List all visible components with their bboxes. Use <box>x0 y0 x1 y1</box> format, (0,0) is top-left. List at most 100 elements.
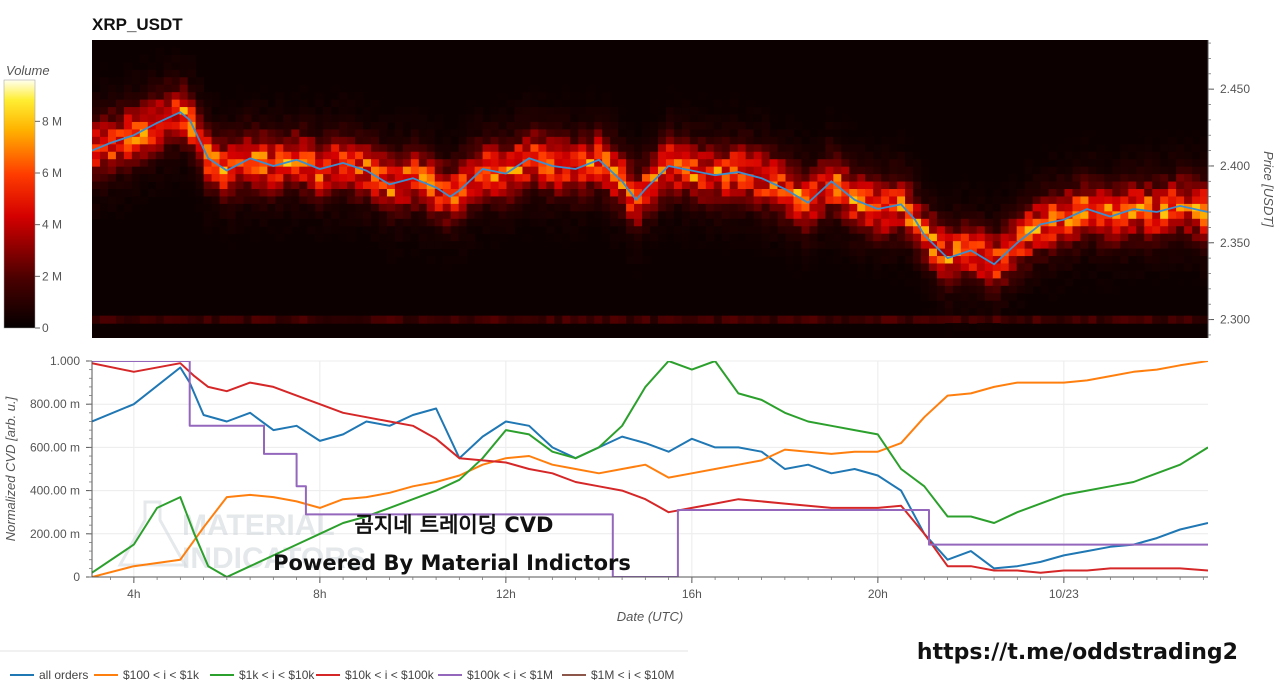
heatmap-cell <box>952 203 962 212</box>
heatmap-cell <box>307 181 316 190</box>
heatmap-cell <box>283 151 292 160</box>
heatmap-cell <box>1160 181 1169 190</box>
heatmap-cell <box>1040 196 1050 205</box>
legend-item[interactable]: $10k < i < $100k <box>345 668 435 682</box>
heatmap-cell <box>586 121 595 130</box>
heatmap-cell <box>905 270 914 279</box>
heatmap-cell <box>275 226 284 235</box>
heatmap-cell <box>681 203 691 212</box>
heatmap-cell <box>418 136 428 145</box>
heatmap-cell <box>665 174 675 183</box>
heatmap-cell <box>115 211 125 220</box>
heatmap-cell <box>929 293 938 302</box>
heatmap-cell <box>450 218 460 227</box>
heatmap-cell <box>402 196 412 205</box>
heatmap-cell <box>578 196 587 205</box>
heatmap-cell <box>123 121 133 130</box>
heatmap-cell <box>921 270 930 279</box>
heatmap-cell <box>721 189 731 198</box>
heatmap-cell <box>1160 203 1169 212</box>
heatmap-cell <box>1200 256 1208 265</box>
heatmap-cell <box>123 181 133 190</box>
heatmap-cell <box>857 174 866 183</box>
heatmap-cell <box>155 84 165 93</box>
heatmap-cell <box>642 218 651 227</box>
heatmap-cell <box>394 159 404 168</box>
heatmap-cell <box>673 203 683 212</box>
heatmap-cell <box>1032 241 1042 250</box>
heatmap-cell <box>1192 159 1201 168</box>
heatmap-cell <box>474 151 484 160</box>
heatmap-cell <box>721 107 731 116</box>
heatmap-cell <box>697 203 707 212</box>
heatmap-cell <box>921 256 930 265</box>
heatmap-cell <box>873 315 882 324</box>
heatmap-cell <box>650 226 659 235</box>
heatmap-cell <box>610 203 619 212</box>
heatmap-cell <box>235 315 245 324</box>
heatmap-cell <box>1184 159 1193 168</box>
heatmap-cell <box>753 315 763 324</box>
heatmap-cell <box>952 278 962 287</box>
heatmap-cell <box>737 114 747 123</box>
heatmap-cell <box>243 189 253 198</box>
heatmap-cell <box>1184 256 1193 265</box>
legend-item[interactable]: $1M < i < $10M <box>591 668 674 682</box>
heatmap-cell <box>578 92 587 101</box>
heatmap-cell <box>809 189 818 198</box>
heatmap-cell <box>506 189 516 198</box>
heatmap-cell <box>92 211 101 220</box>
heatmap-cell <box>171 136 181 145</box>
heatmap-cell <box>163 189 173 198</box>
heatmap-cell <box>833 315 842 324</box>
heatmap-cell <box>1200 196 1208 205</box>
heatmap-cell <box>1048 196 1058 205</box>
heatmap-cell <box>458 151 468 160</box>
heatmap-cell <box>107 92 117 101</box>
heatmap-cell <box>657 189 667 198</box>
heatmap-cell <box>976 181 986 190</box>
heatmap-cell <box>394 203 404 212</box>
heatmap-cell <box>857 211 866 220</box>
heatmap-cell <box>363 151 372 160</box>
heatmap-cell <box>466 144 476 153</box>
heatmap-cell <box>849 203 858 212</box>
heatmap-cell <box>450 144 460 153</box>
heatmap-cell <box>498 136 508 145</box>
heatmap-cell <box>187 69 197 78</box>
heatmap-cell <box>171 77 181 86</box>
heatmap-cell <box>339 136 348 145</box>
legend-item[interactable]: $100 < i < $1k <box>123 668 200 682</box>
heatmap-cell <box>650 218 659 227</box>
heatmap-cell <box>921 293 930 302</box>
heatmap-cell <box>227 203 237 212</box>
legend-item[interactable]: $1k < i < $10k <box>239 668 315 682</box>
heatmap-cell <box>1032 211 1042 220</box>
legend-item[interactable]: all orders <box>39 668 88 682</box>
telegram-link[interactable]: https://t.me/oddstrading2 <box>917 640 1238 665</box>
heatmap-cell <box>275 136 284 145</box>
legend-item[interactable]: $100k < i < $1M <box>467 668 553 682</box>
heatmap-cell <box>323 174 332 183</box>
heatmap-cell <box>673 129 683 138</box>
heatmap-cell <box>482 121 492 130</box>
heatmap-cell <box>371 151 380 160</box>
heatmap-cell <box>602 211 611 220</box>
heatmap-cell <box>386 241 396 250</box>
heatmap-cell <box>602 114 611 123</box>
heatmap-cell <box>905 203 914 212</box>
heatmap-cell <box>219 144 229 153</box>
heatmap-cell <box>498 203 508 212</box>
heatmap-cell <box>179 315 189 324</box>
heatmap-cell <box>1152 241 1161 250</box>
heatmap-cell <box>825 114 834 123</box>
heatmap-cell <box>394 211 404 220</box>
heatmap-cell <box>490 144 500 153</box>
heatmap-cell <box>203 136 213 145</box>
heatmap-cell <box>195 174 205 183</box>
heatmap-cell <box>873 248 882 257</box>
heatmap-cell <box>1096 263 1105 272</box>
heatmap-cell <box>913 263 922 272</box>
heatmap-cell <box>689 144 699 153</box>
heatmap-cell <box>522 151 532 160</box>
